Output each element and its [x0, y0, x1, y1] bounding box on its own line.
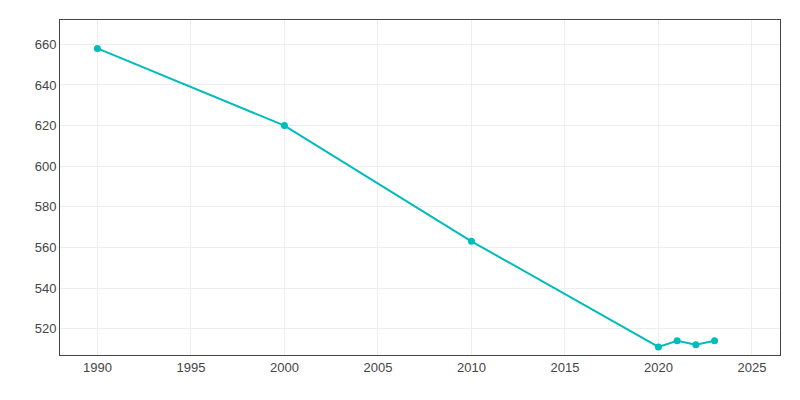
svg-text:660: 660 [35, 37, 57, 52]
svg-text:1995: 1995 [176, 360, 205, 375]
svg-text:640: 640 [35, 78, 57, 93]
svg-text:2025: 2025 [737, 360, 766, 375]
svg-text:540: 540 [35, 281, 57, 296]
svg-text:520: 520 [35, 321, 57, 336]
svg-text:580: 580 [35, 199, 57, 214]
svg-text:2000: 2000 [270, 360, 299, 375]
svg-text:600: 600 [35, 159, 57, 174]
svg-text:2005: 2005 [363, 360, 392, 375]
svg-text:2015: 2015 [550, 360, 579, 375]
svg-text:2020: 2020 [644, 360, 673, 375]
svg-text:560: 560 [35, 240, 57, 255]
svg-text:620: 620 [35, 118, 57, 133]
svg-text:2010: 2010 [457, 360, 486, 375]
svg-text:1990: 1990 [83, 360, 112, 375]
